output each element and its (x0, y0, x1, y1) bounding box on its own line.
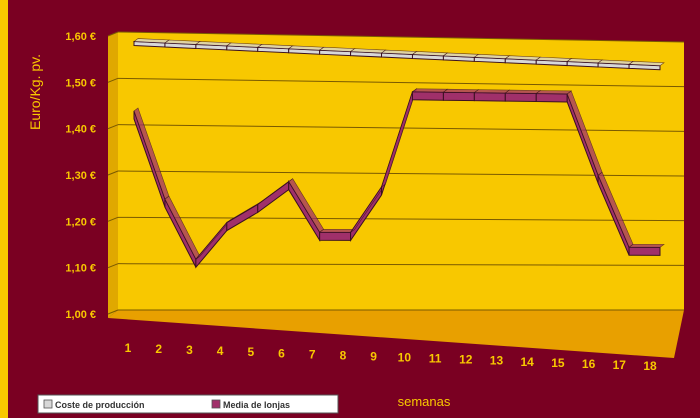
x-tick-label: 16 (582, 357, 596, 371)
x-tick-label: 15 (551, 356, 565, 370)
x-axis-label: semanas (398, 394, 451, 409)
side-gridline (107, 309, 119, 315)
y-tick-label: 1,00 € (65, 309, 96, 321)
legend-swatch-coste (43, 399, 53, 409)
x-tick-label: 9 (370, 349, 377, 363)
side-gridline (107, 31, 119, 37)
series-segment-top (628, 61, 665, 67)
gridlines (107, 31, 685, 315)
y-tick-label: 1,30 € (65, 170, 96, 182)
side-gridline (107, 216, 119, 222)
series-segment-top (504, 89, 542, 94)
x-tick-label: 8 (340, 348, 347, 362)
y-tick-labels: 1,00 € 1,10 € 1,20 € 1,30 € 1,40 € 1,50 € 1,60… (65, 31, 96, 321)
x-tick-label: 6 (278, 346, 285, 360)
x-tick-label: 10 (398, 351, 412, 365)
x-tick-label: 18 (643, 359, 657, 373)
series-segment (319, 231, 352, 241)
x-tick-label: 4 (217, 344, 224, 358)
legend-swatch-media (211, 399, 221, 409)
series-segment-top (411, 88, 449, 93)
y-tick-label: 1,20 € (65, 216, 96, 228)
series-media (133, 87, 665, 269)
y-tick-label: 1,60 € (65, 31, 96, 43)
side-gridline (107, 124, 119, 130)
series-segment-top (318, 228, 356, 233)
series-segment-top (535, 90, 573, 95)
legend: Coste de producción Media de lonjas (37, 394, 339, 414)
series-segment (411, 91, 444, 101)
legend-box (37, 394, 339, 414)
series-segment-top (442, 88, 480, 93)
y-tick-label: 1,10 € (65, 263, 96, 275)
side-gridline (107, 170, 119, 176)
floor (108, 310, 684, 358)
left-strip (0, 0, 8, 418)
x-tick-label: 14 (520, 355, 534, 369)
x-tick-label: 1 (125, 341, 132, 355)
series-segment (504, 92, 537, 103)
side-gridline (107, 263, 119, 269)
series-segment (535, 93, 568, 103)
series-layer (133, 38, 665, 269)
x-tick-label: 12 (459, 353, 473, 367)
series-segment-top (628, 243, 665, 248)
series-coste (133, 38, 665, 71)
gridline (117, 77, 685, 88)
series-segment-top (473, 89, 511, 94)
x-tick-label: 11 (429, 352, 442, 366)
y-axis-label: Euro/Kg. pv. (27, 54, 43, 130)
x-tick-labels: 1 2 3 4 5 6 7 8 9 10 11 12 13 14 15 16 17 18 (125, 341, 657, 373)
x-tick-label: 17 (613, 358, 627, 372)
y-tick-label: 1,50 € (65, 77, 96, 89)
x-tick-label: 7 (309, 347, 316, 361)
x-tick-label: 5 (247, 345, 254, 359)
legend-label-coste: Coste de producción (55, 400, 145, 410)
x-tick-label: 3 (186, 343, 193, 357)
series-segment (442, 91, 475, 102)
series-segment (628, 246, 661, 256)
side-wall (108, 32, 118, 318)
x-tick-label: 13 (490, 354, 504, 368)
y-tick-label: 1,40 € (65, 124, 96, 136)
x-tick-label: 2 (155, 342, 162, 356)
series-segment (473, 92, 506, 102)
gridline (117, 31, 685, 43)
side-gridline (107, 77, 119, 83)
gridline (117, 216, 685, 222)
legend-label-media: Media de lonjas (223, 400, 290, 410)
gridline (117, 170, 685, 177)
gridline (117, 263, 685, 266)
